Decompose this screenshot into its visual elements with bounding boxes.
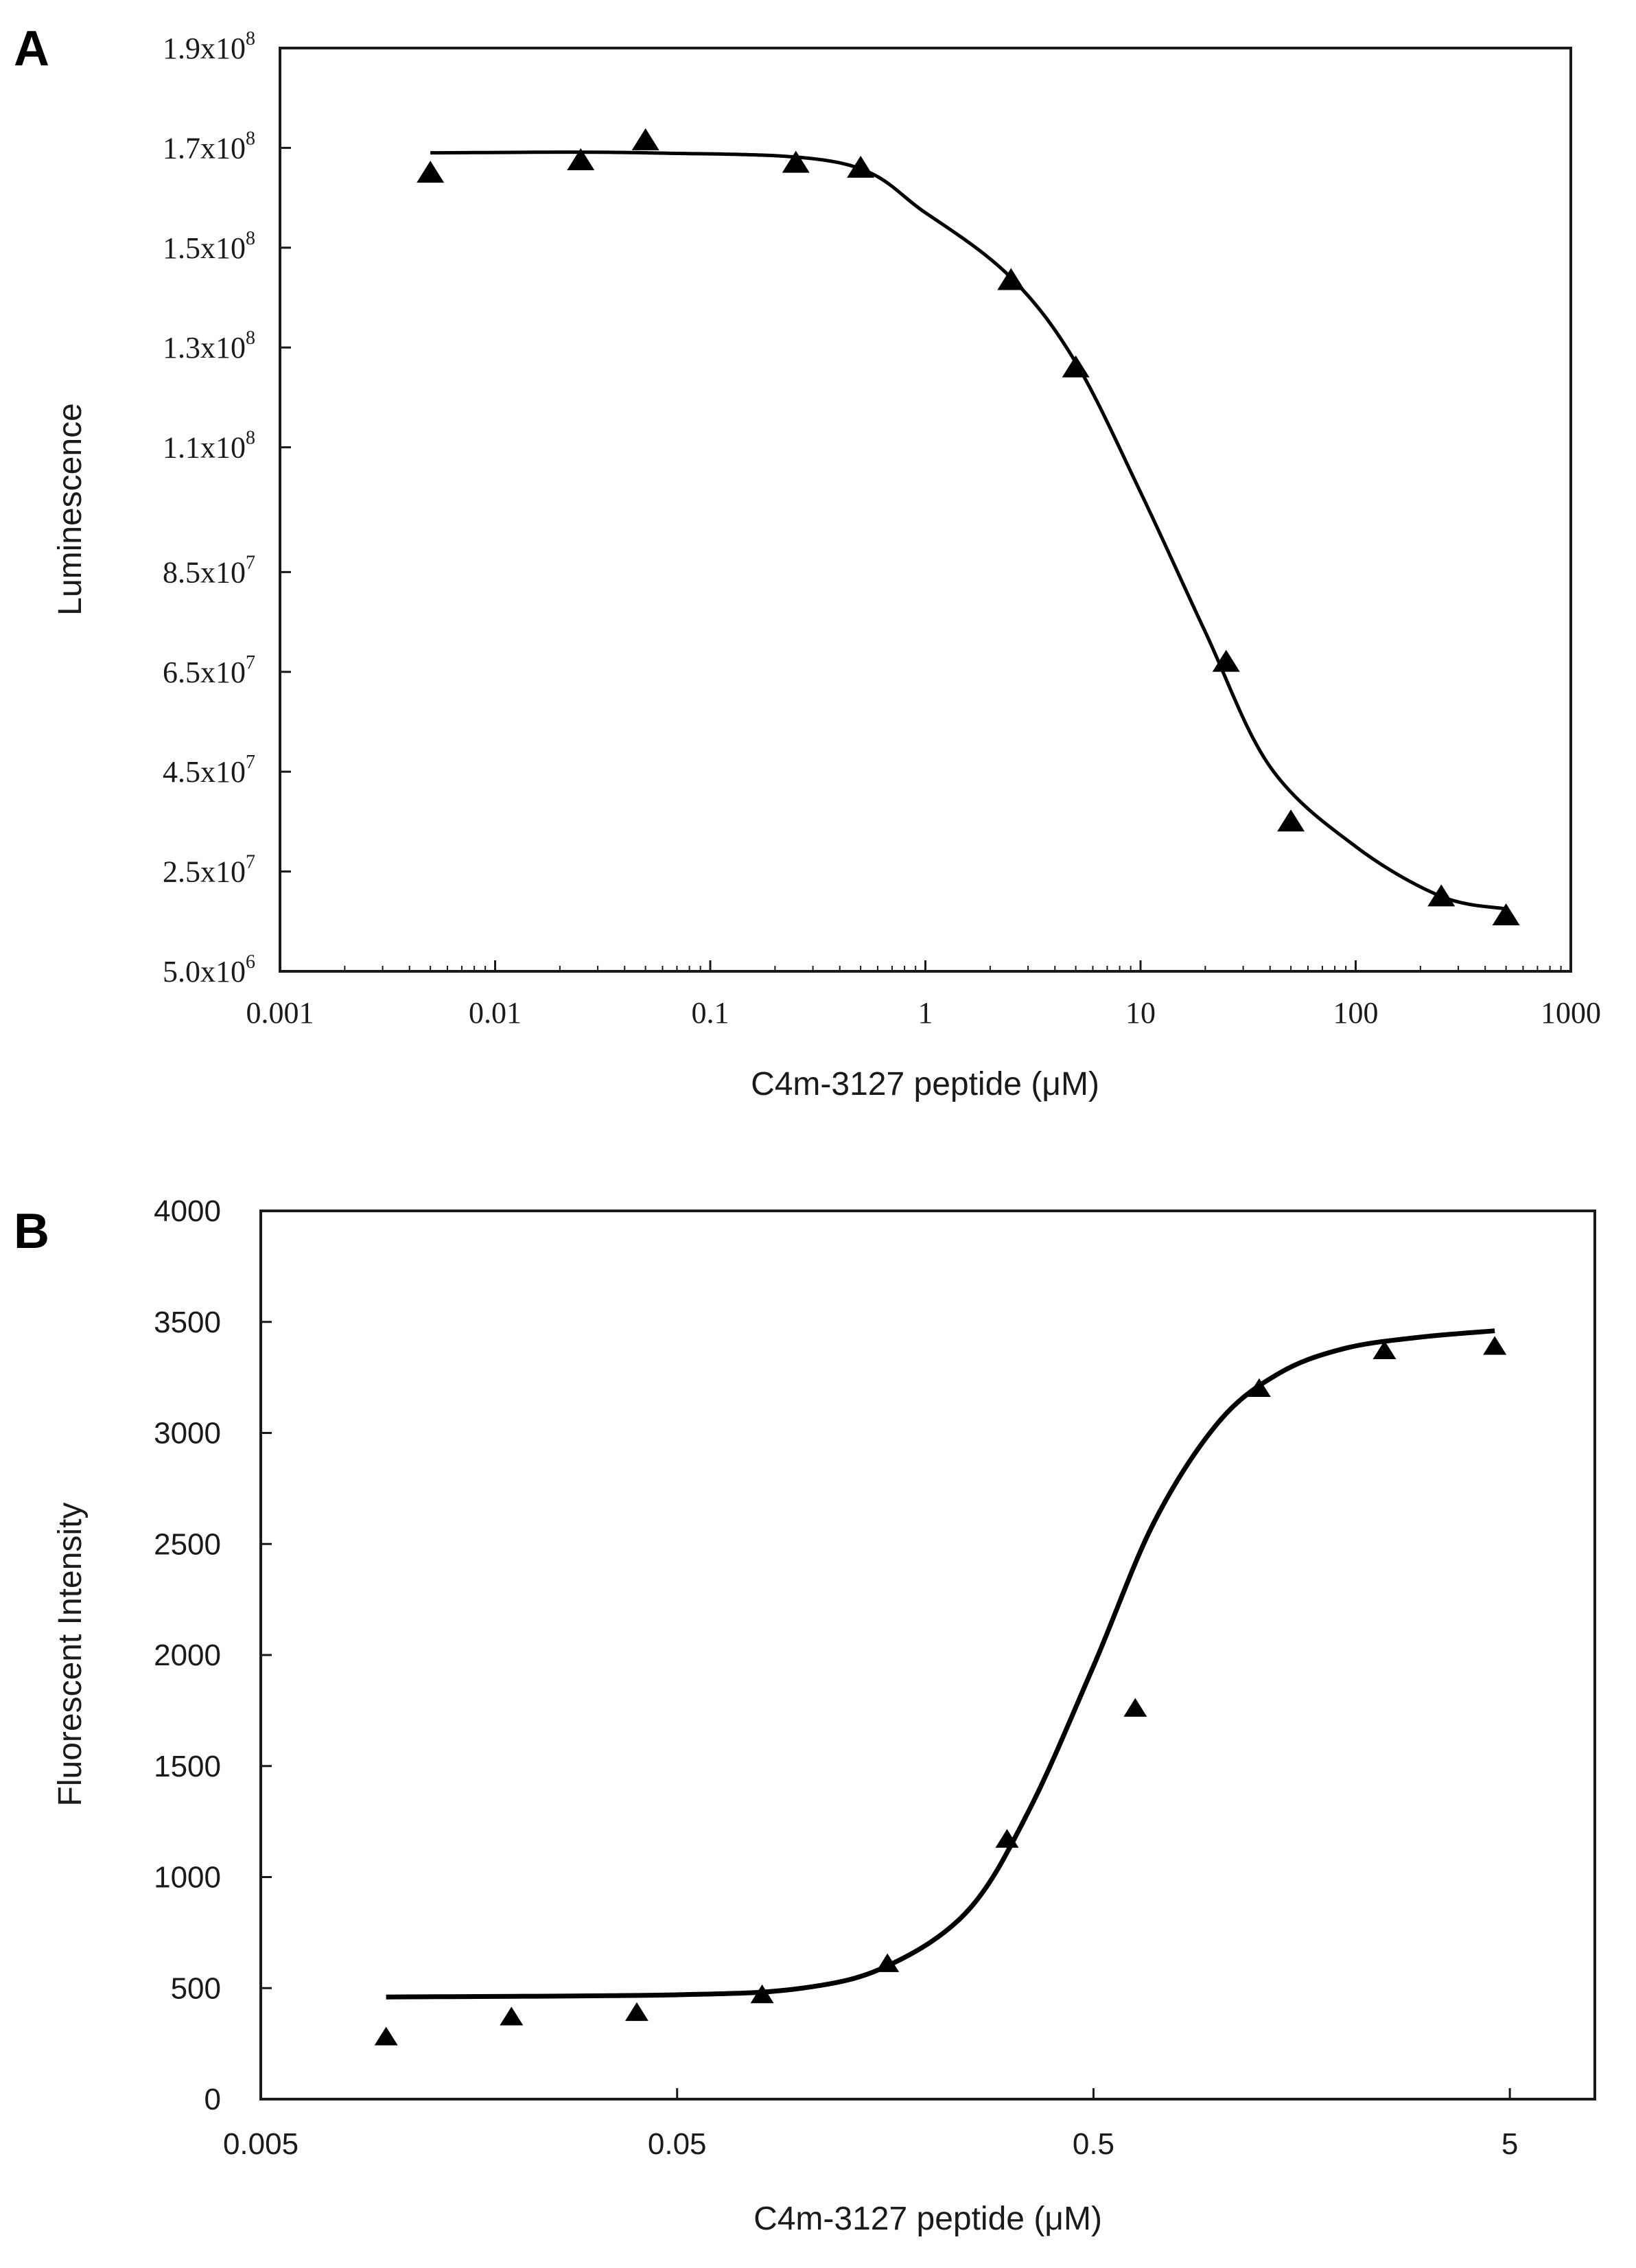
x-tick-label: 0.05: [648, 2127, 707, 2161]
y-tick-label: 2500: [154, 1527, 221, 1561]
chart-a-y-axis-title: Luminescence: [52, 403, 89, 616]
data-point: [1483, 1336, 1507, 1355]
data-point: [1247, 1378, 1271, 1398]
y-tick-label: 1.1x108: [163, 428, 255, 465]
chart-b-fit-curve: [386, 1328, 1495, 2000]
y-tick-label: 1000: [154, 1861, 221, 1895]
data-point: [997, 268, 1025, 290]
chart-a-y-ticks: 5.0x106 2.5x107 4.5x107 6.5x107 8.5x107 1.1x1…: [163, 28, 291, 988]
y-tick-label: 6.5x107: [163, 652, 255, 689]
data-point: [1277, 809, 1305, 832]
data-point: [995, 1829, 1019, 1848]
x-tick-label: 0.5: [1073, 2127, 1114, 2161]
fit-curve-line: [386, 1328, 1495, 2000]
data-point: [847, 155, 875, 178]
chart-a-plot-frame: [279, 47, 1572, 973]
chart-a-x-axis-title: C4m-3127 peptide (μM): [751, 1066, 1099, 1102]
y-tick-label: 4.5x107: [163, 752, 255, 789]
y-tick-label: 1.7x108: [163, 128, 255, 165]
y-tick-label: 4000: [154, 1194, 221, 1228]
y-tick-label: 3000: [154, 1417, 221, 1450]
y-tick-label: 1500: [154, 1750, 221, 1783]
data-point: [417, 161, 445, 183]
y-tick-label: 1.3x108: [163, 327, 255, 364]
x-tick-label: 1000: [1541, 996, 1601, 1030]
x-tick-label: 0.01: [469, 996, 522, 1030]
data-point: [782, 150, 810, 173]
x-tick-label: 0.005: [223, 2127, 299, 2161]
data-point: [876, 1953, 900, 1972]
data-point: [1372, 1340, 1397, 1360]
chart-a-fit-curve: [430, 150, 1507, 911]
chart-b: 0.005 0.05 0.5 5 0 500 1000 1500 2000 2500 3000 35…: [52, 1194, 1596, 2237]
chart-b-y-ticks: 0 500 1000 1500 2000 2500 3000 3500 4000: [154, 1194, 272, 2116]
x-tick-label: 1: [918, 996, 933, 1030]
data-point: [624, 2002, 648, 2022]
x-tick-label: 5: [1501, 2127, 1518, 2161]
chart-b-data-points: [374, 1336, 1507, 2046]
y-tick-label: 2.5x107: [163, 852, 255, 889]
data-point: [374, 2026, 398, 2046]
x-tick-label: 0.1: [692, 996, 729, 1030]
x-tick-label: 0.001: [246, 996, 314, 1030]
y-tick-label: 3500: [154, 1306, 221, 1339]
data-point: [1427, 884, 1456, 907]
x-tick-label: 100: [1333, 996, 1379, 1030]
y-tick-label: 0: [204, 2083, 221, 2116]
chart-b-y-axis-title: Fluorescent Intensity: [52, 1503, 89, 1807]
y-tick-label: 1.5x108: [163, 228, 255, 265]
y-tick-label: 5.0x106: [163, 951, 255, 988]
y-tick-label: 2000: [154, 1639, 221, 1672]
data-point: [500, 2006, 524, 2026]
data-point: [567, 148, 595, 170]
data-point: [1062, 355, 1090, 378]
chart-b-plot-frame: [259, 1210, 1596, 2101]
y-tick-label: 500: [171, 1971, 221, 2005]
x-tick-label: 10: [1125, 996, 1156, 1030]
data-point: [1492, 903, 1520, 925]
chart-a-x-ticks: 0.001 0.01 0.1 1 10 100 1000: [246, 960, 1601, 1030]
chart-a: 0.001 0.01 0.1 1 10 100 1000 5.0x106 2.5x107 4.5…: [52, 28, 1601, 1102]
chart-a-data-points: [417, 128, 1520, 925]
y-tick-label: 1.9x108: [163, 28, 255, 65]
y-tick-label: 8.5x107: [163, 552, 255, 589]
chart-b-x-ticks: 0.005 0.05 0.5 5: [223, 2088, 1518, 2161]
panel-label-b: B: [14, 1204, 49, 1259]
data-point: [631, 128, 659, 150]
data-point: [1212, 649, 1240, 672]
data-point: [750, 1984, 774, 2004]
panel-label-a: A: [14, 21, 49, 76]
chart-b-x-axis-title: C4m-3127 peptide (μM): [753, 2201, 1102, 2237]
fit-curve-line: [430, 150, 1507, 911]
data-point: [1123, 1698, 1147, 1717]
